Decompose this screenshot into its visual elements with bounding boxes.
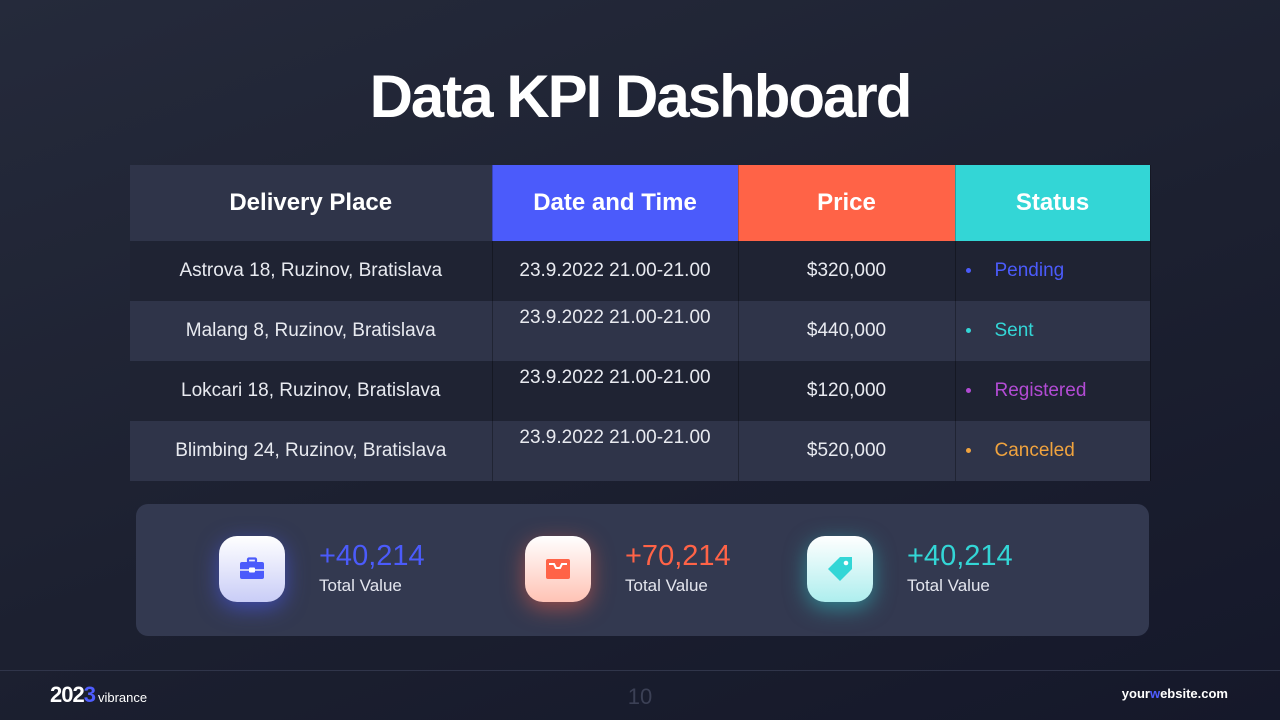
header-status: Status xyxy=(955,165,1151,241)
website-part: ebsite.com xyxy=(1160,686,1228,701)
brand-year: 202 xyxy=(50,682,85,707)
header-delivery-place: Delivery Place xyxy=(130,165,493,241)
status-label: Sent xyxy=(994,320,1034,341)
status-dot xyxy=(965,388,971,394)
cell-datetime: 23.9.2022 21.00-21.00 xyxy=(492,361,739,421)
stat-value: +40,214 xyxy=(319,540,425,572)
stat-label: Total Value xyxy=(907,576,990,595)
brand-name: vibrance xyxy=(97,690,148,705)
cell-status: Sent xyxy=(955,301,1151,361)
cell-status: Registered xyxy=(955,361,1151,421)
cell-datetime: 23.9.2022 21.00-21.00 xyxy=(492,301,739,361)
page-title: Data KPI Dashboard xyxy=(369,63,913,130)
header-price: Price xyxy=(738,165,956,241)
cell-datetime: 23.9.2022 21.00-21.00 xyxy=(492,241,739,301)
table-header-row: Delivery Place Date and Time Price Statu… xyxy=(130,165,1151,241)
cell-datetime: 23.9.2022 21.00-21.00 xyxy=(492,421,739,481)
cell-price: $320,000 xyxy=(738,241,956,301)
status-label: Registered xyxy=(994,380,1087,401)
status-label: Canceled xyxy=(994,440,1075,461)
briefcase-icon xyxy=(219,536,285,602)
website-link[interactable]: yourwebsite.com xyxy=(1122,686,1228,701)
cell-status: Canceled xyxy=(955,421,1151,481)
page-number: 10 xyxy=(627,684,653,709)
stat-value: +40,214 xyxy=(907,540,1013,572)
brand-logo: 2023 vibrance xyxy=(50,682,147,708)
table-row: Astrova 18, Ruzinov, Bratislava 23.9.202… xyxy=(130,241,1151,301)
summary-panel: +40,214 Total Value +70,214 Total Value … xyxy=(136,504,1149,636)
status-dot xyxy=(965,328,971,334)
stat-label: Total Value xyxy=(319,576,402,595)
kpi-table: Delivery Place Date and Time Price Statu… xyxy=(130,165,1151,481)
tag-icon xyxy=(807,536,873,602)
stat-label: Total Value xyxy=(625,576,708,595)
table-row: Malang 8, Ruzinov, Bratislava 23.9.2022 … xyxy=(130,301,1151,361)
cell-place: Astrova 18, Ruzinov, Bratislava xyxy=(130,241,493,301)
table-row: Lokcari 18, Ruzinov, Bratislava 23.9.202… xyxy=(130,361,1151,421)
website-part: your xyxy=(1121,686,1150,701)
brand-year-accent: 3 xyxy=(83,682,96,707)
stat-value: +70,214 xyxy=(625,540,731,572)
inbox-icon xyxy=(525,536,591,602)
cell-place: Lokcari 18, Ruzinov, Bratislava xyxy=(130,361,493,421)
status-dot xyxy=(965,268,971,274)
status-label: Pending xyxy=(994,260,1065,281)
cell-price: $120,000 xyxy=(738,361,956,421)
cell-place: Blimbing 24, Ruzinov, Bratislava xyxy=(130,421,493,481)
website-accent: w xyxy=(1149,686,1161,701)
footer-divider xyxy=(0,670,1280,671)
cell-place: Malang 8, Ruzinov, Bratislava xyxy=(130,301,493,361)
cell-price: $440,000 xyxy=(738,301,956,361)
status-dot xyxy=(965,448,971,454)
header-date-time: Date and Time xyxy=(492,165,739,241)
cell-status: Pending xyxy=(955,241,1151,301)
table-row: Blimbing 24, Ruzinov, Bratislava 23.9.20… xyxy=(130,421,1151,481)
cell-price: $520,000 xyxy=(738,421,956,481)
